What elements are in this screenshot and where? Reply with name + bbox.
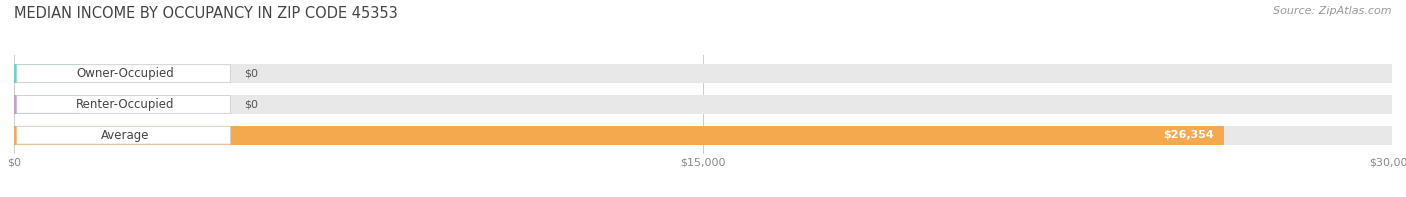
- Text: $0: $0: [245, 69, 259, 79]
- FancyBboxPatch shape: [17, 65, 231, 83]
- Text: Renter-Occupied: Renter-Occupied: [76, 98, 174, 111]
- Text: MEDIAN INCOME BY OCCUPANCY IN ZIP CODE 45353: MEDIAN INCOME BY OCCUPANCY IN ZIP CODE 4…: [14, 6, 398, 21]
- Bar: [14, 64, 80, 83]
- Text: $26,354: $26,354: [1163, 130, 1213, 140]
- Text: Source: ZipAtlas.com: Source: ZipAtlas.com: [1274, 6, 1392, 16]
- FancyBboxPatch shape: [17, 96, 231, 113]
- Bar: [14, 95, 80, 114]
- Text: Owner-Occupied: Owner-Occupied: [76, 67, 174, 80]
- FancyBboxPatch shape: [17, 126, 231, 144]
- Bar: [14, 126, 1225, 145]
- Bar: [14, 95, 1392, 114]
- Text: $0: $0: [245, 99, 259, 109]
- Bar: [14, 126, 1392, 145]
- Text: Average: Average: [101, 129, 149, 142]
- Bar: [14, 64, 1392, 83]
